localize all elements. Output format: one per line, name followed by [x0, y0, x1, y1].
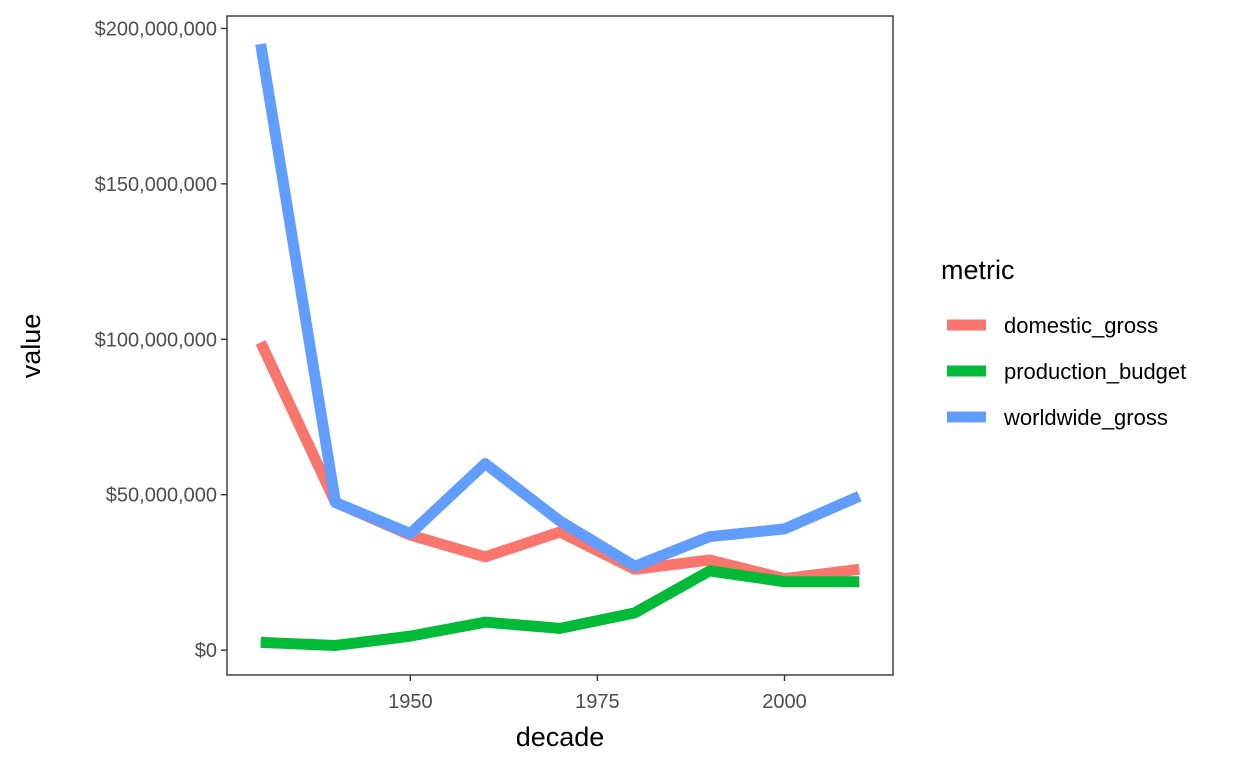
legend: metric domestic_gross production_budgetwo… — [941, 255, 1186, 430]
y-axis: $0 $50,000,000 $100,000,000 $150,000,000 $20… — [95, 18, 227, 662]
legend-items: domestic_gross production_budget worldwide… — [947, 313, 1186, 430]
series-line-production-budget — [260, 565, 860, 651]
series-line-worldwide-gross — [255, 43, 862, 572]
x-tick-label: 1950 — [388, 691, 433, 713]
x-axis: 1950 1975 2000 — [388, 675, 807, 713]
legend-title: metric — [941, 255, 1015, 285]
x-axis-title: decade — [516, 722, 605, 752]
y-tick-label: $100,000,000 — [95, 329, 217, 351]
legend-label: domestic_gross — [1004, 313, 1158, 338]
y-tick-label: $150,000,000 — [95, 174, 217, 196]
series-layer — [255, 43, 862, 651]
plot-panel — [226, 15, 894, 676]
x-tick-label: 1975 — [575, 691, 620, 713]
y-tick-label: $0 — [195, 640, 217, 662]
y-tick-label: $50,000,000 — [106, 485, 217, 507]
x-tick-label: 2000 — [762, 691, 807, 713]
y-tick-label: $200,000,000 — [95, 18, 217, 40]
legend-label: production_budget — [1004, 359, 1186, 384]
legend-label: worldwide_gross — [1003, 405, 1168, 430]
y-axis-title: value — [16, 314, 46, 379]
